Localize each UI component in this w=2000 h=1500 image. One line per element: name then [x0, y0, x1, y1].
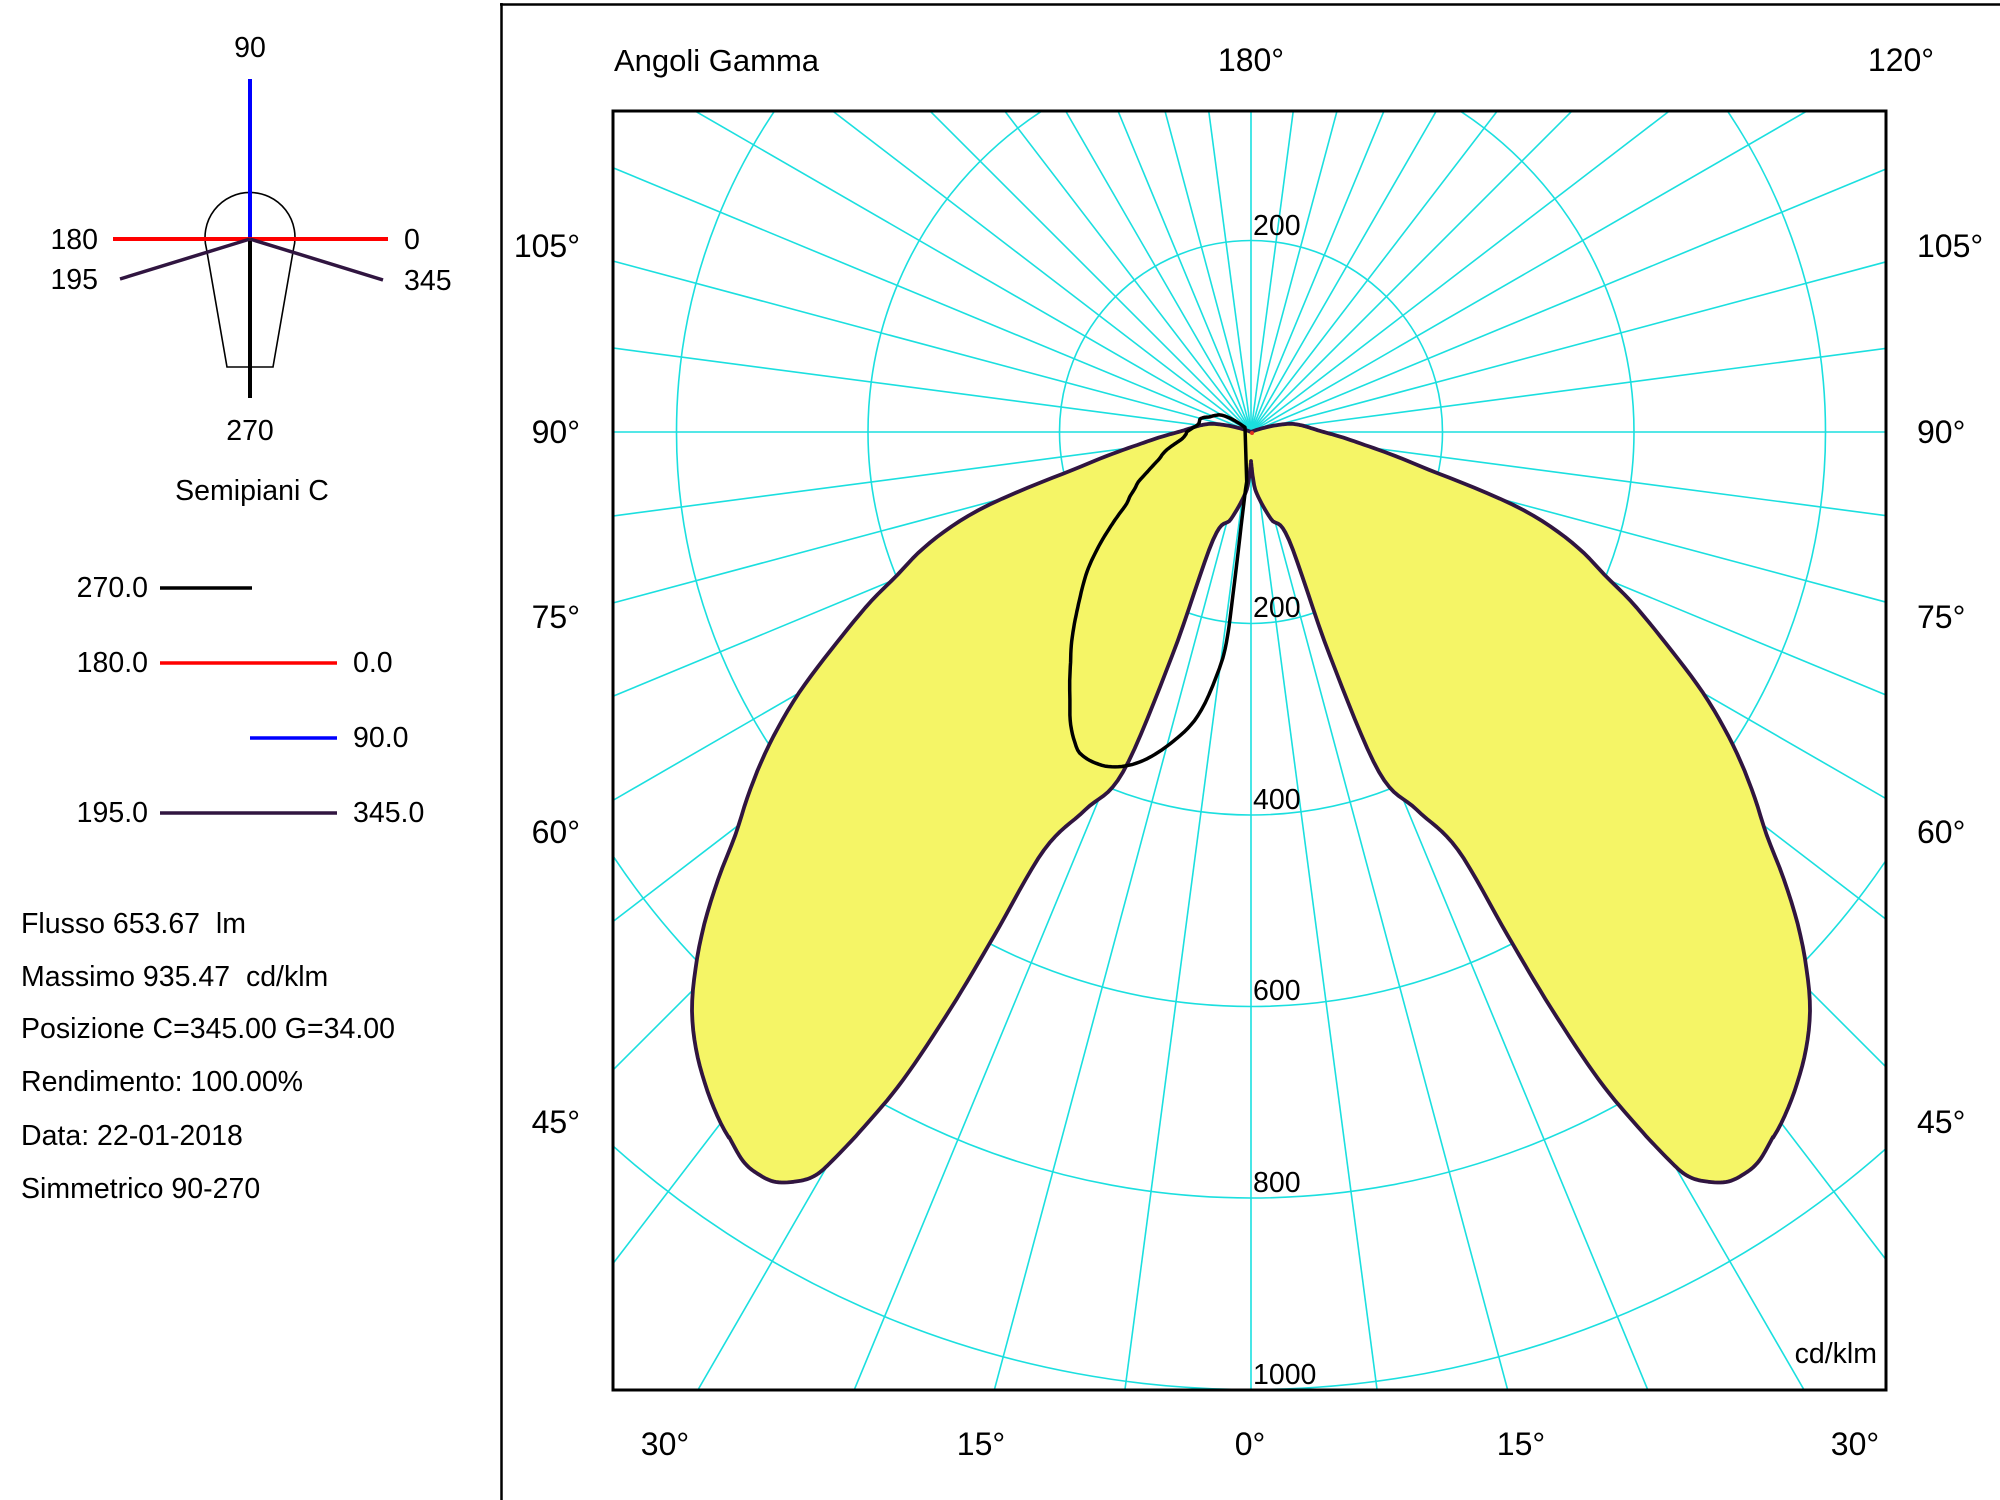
svg-text:200: 200: [1253, 210, 1301, 242]
svg-text:30°: 30°: [1831, 1426, 1879, 1462]
svg-text:270: 270: [226, 415, 274, 447]
svg-text:15°: 15°: [957, 1426, 1005, 1462]
svg-text:90: 90: [234, 32, 266, 64]
svg-text:195: 195: [50, 264, 98, 296]
svg-text:120°: 120°: [1868, 42, 1934, 78]
svg-text:345.0: 345.0: [353, 797, 424, 829]
svg-text:90.0: 90.0: [353, 722, 408, 754]
svg-text:Semipiani C: Semipiani C: [175, 475, 329, 507]
svg-text:345: 345: [404, 265, 452, 297]
svg-text:Massimo 935.47 cd/klm: Massimo 935.47 cd/klm: [21, 961, 328, 993]
svg-text:0: 0: [404, 224, 420, 256]
svg-text:Posizione C=345.00 G=34.00: Posizione C=345.00 G=34.00: [21, 1013, 395, 1045]
svg-text:Angoli Gamma: Angoli Gamma: [614, 43, 820, 78]
svg-text:60°: 60°: [1917, 814, 1965, 850]
svg-text:105°: 105°: [514, 228, 580, 264]
svg-text:180: 180: [50, 224, 98, 256]
svg-text:200: 200: [1253, 592, 1301, 624]
svg-text:Rendimento: 100.00%: Rendimento: 100.00%: [21, 1066, 303, 1098]
svg-text:90°: 90°: [532, 414, 580, 450]
svg-text:270.0: 270.0: [77, 572, 148, 604]
svg-text:45°: 45°: [532, 1104, 580, 1140]
svg-text:800: 800: [1253, 1167, 1301, 1199]
svg-text:105°: 105°: [1917, 228, 1983, 264]
svg-text:180°: 180°: [1218, 42, 1284, 78]
svg-text:75°: 75°: [1917, 599, 1965, 635]
svg-text:195.0: 195.0: [77, 797, 148, 829]
svg-text:Flusso 653.67 lm: Flusso 653.67 lm: [21, 908, 246, 940]
svg-text:Data: 22-01-2018: Data: 22-01-2018: [21, 1120, 243, 1152]
svg-text:60°: 60°: [532, 814, 580, 850]
svg-text:600: 600: [1253, 975, 1301, 1007]
svg-text:1000: 1000: [1253, 1359, 1316, 1391]
svg-text:400: 400: [1253, 784, 1301, 816]
svg-text:0°: 0°: [1235, 1426, 1266, 1462]
svg-text:45°: 45°: [1917, 1104, 1965, 1140]
svg-text:cd/klm: cd/klm: [1795, 1338, 1877, 1370]
svg-text:0.0: 0.0: [353, 647, 393, 679]
svg-text:180.0: 180.0: [77, 647, 148, 679]
svg-text:15°: 15°: [1497, 1426, 1545, 1462]
svg-text:90°: 90°: [1917, 414, 1965, 450]
svg-text:Simmetrico 90-270: Simmetrico 90-270: [21, 1173, 260, 1205]
svg-text:75°: 75°: [532, 599, 580, 635]
svg-text:30°: 30°: [641, 1426, 689, 1462]
